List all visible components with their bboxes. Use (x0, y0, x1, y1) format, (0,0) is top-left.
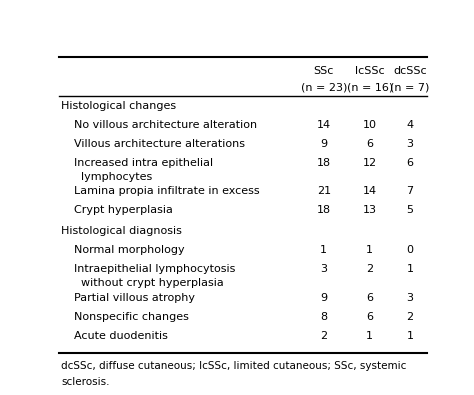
Text: dcSSc, diffuse cutaneous; lcSSc, limited cutaneous; SSc, systemic: dcSSc, diffuse cutaneous; lcSSc, limited… (61, 361, 407, 371)
Text: SSc: SSc (314, 66, 334, 76)
Text: 0: 0 (407, 245, 414, 255)
Text: 18: 18 (317, 158, 331, 168)
Text: 3: 3 (407, 293, 414, 303)
Text: 5: 5 (407, 205, 414, 215)
Text: lcSSc: lcSSc (355, 66, 384, 76)
Text: 2: 2 (320, 331, 328, 341)
Text: 4: 4 (407, 120, 414, 130)
Text: Increased intra epithelial: Increased intra epithelial (74, 158, 213, 168)
Text: 1: 1 (320, 245, 327, 255)
Text: Histological diagnosis: Histological diagnosis (61, 226, 182, 236)
Text: Nonspecific changes: Nonspecific changes (74, 312, 189, 322)
Text: 10: 10 (363, 120, 377, 130)
Text: Villous architecture alterations: Villous architecture alterations (74, 139, 245, 149)
Text: 21: 21 (317, 186, 331, 196)
Text: No villous architecture alteration: No villous architecture alteration (74, 120, 257, 130)
Text: 7: 7 (407, 186, 414, 196)
Text: 6: 6 (366, 139, 373, 149)
Text: 3: 3 (320, 264, 327, 275)
Text: 14: 14 (363, 186, 377, 196)
Text: 2: 2 (407, 312, 414, 322)
Text: 6: 6 (407, 158, 414, 168)
Text: 9: 9 (320, 293, 328, 303)
Text: 1: 1 (366, 331, 373, 341)
Text: 14: 14 (317, 120, 331, 130)
Text: lymphocytes: lymphocytes (82, 172, 153, 182)
Text: Crypt hyperplasia: Crypt hyperplasia (74, 205, 173, 215)
Text: dcSSc: dcSSc (393, 66, 427, 76)
Text: 3: 3 (407, 139, 414, 149)
Text: (n = 16): (n = 16) (346, 83, 393, 92)
Text: Lamina propia infiltrate in excess: Lamina propia infiltrate in excess (74, 186, 260, 196)
Text: 1: 1 (366, 245, 373, 255)
Text: 18: 18 (317, 205, 331, 215)
Text: Normal morphology: Normal morphology (74, 245, 184, 255)
Text: 2: 2 (366, 264, 373, 275)
Text: 1: 1 (407, 331, 414, 341)
Text: Partial villous atrophy: Partial villous atrophy (74, 293, 195, 303)
Text: 9: 9 (320, 139, 328, 149)
Text: sclerosis.: sclerosis. (61, 378, 109, 387)
Text: 12: 12 (363, 158, 377, 168)
Text: (n = 23): (n = 23) (301, 83, 347, 92)
Text: Acute duodenitis: Acute duodenitis (74, 331, 168, 341)
Text: 6: 6 (366, 312, 373, 322)
Text: Histological changes: Histological changes (61, 101, 176, 111)
Text: 6: 6 (366, 293, 373, 303)
Text: 1: 1 (407, 264, 414, 275)
Text: (n = 7): (n = 7) (391, 83, 430, 92)
Text: 13: 13 (363, 205, 377, 215)
Text: Intraepithelial lymphocytosis: Intraepithelial lymphocytosis (74, 264, 235, 275)
Text: without crypt hyperplasia: without crypt hyperplasia (82, 278, 224, 288)
Text: 8: 8 (320, 312, 328, 322)
